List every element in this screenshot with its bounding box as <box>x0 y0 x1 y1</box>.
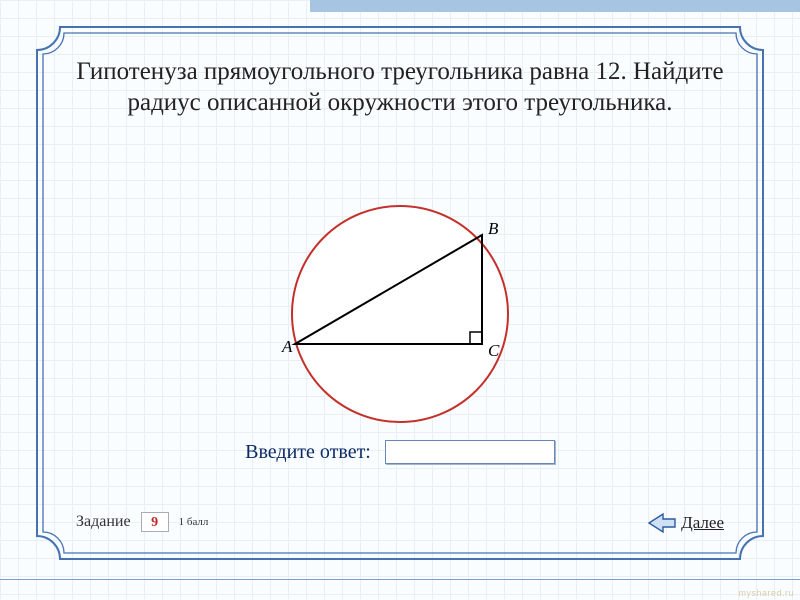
next-label: Далее <box>681 513 724 533</box>
next-button[interactable]: Далее <box>647 512 724 534</box>
footer-left: Задание 9 1 балл <box>76 512 208 532</box>
top-accent-bar <box>310 0 800 12</box>
svg-text:C: C <box>488 341 500 360</box>
answer-input[interactable] <box>385 440 555 464</box>
answer-row: Введите ответ: <box>36 440 764 464</box>
svg-text:A: A <box>281 337 293 356</box>
question-text: Гипотенуза прямоугольного треугольника р… <box>76 56 724 119</box>
task-number: 9 <box>141 512 169 532</box>
bottom-divider <box>0 579 800 580</box>
task-label: Задание <box>76 513 131 531</box>
svg-text:B: B <box>488 219 499 238</box>
geometry-diagram: A B C <box>260 184 540 434</box>
answer-label: Введите ответ: <box>245 441 371 464</box>
quiz-card: Гипотенуза прямоугольного треугольника р… <box>36 26 764 560</box>
watermark: myshared.ru <box>738 588 794 598</box>
points-text: 1 балл <box>179 516 209 528</box>
arrow-left-icon <box>647 512 677 534</box>
